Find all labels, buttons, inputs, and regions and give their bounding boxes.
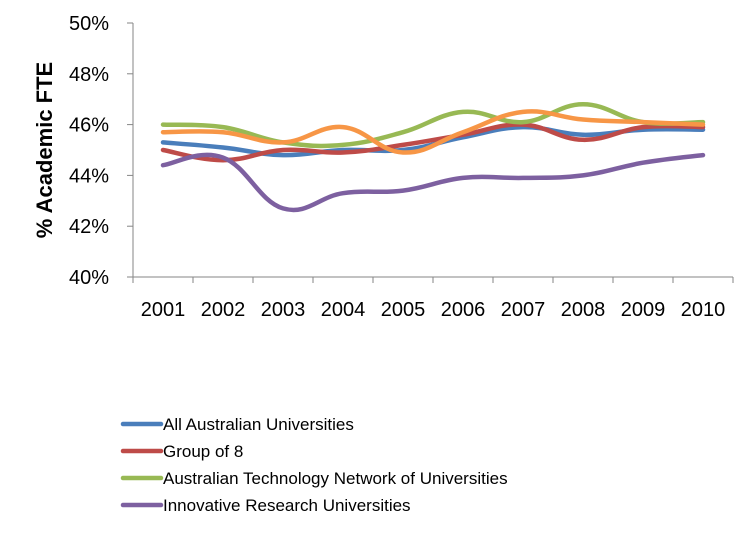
x-tick-label: 2009 (621, 299, 666, 321)
y-axis-title: % Academic FTE (32, 62, 57, 238)
x-tick-label: 2003 (261, 299, 306, 321)
x-tick-label: 2007 (501, 299, 546, 321)
x-tick-label: 2005 (381, 299, 426, 321)
y-tick-label: 42% (69, 216, 109, 238)
y-tick-labels: 40% 42% 44% 46% 48% 50% (69, 13, 109, 289)
x-tick-label: 2002 (201, 299, 246, 321)
x-tick-label: 2008 (561, 299, 606, 321)
x-tick-label: 2006 (441, 299, 486, 321)
y-tick-label: 40% (69, 267, 109, 289)
x-tick-label: 2004 (321, 299, 366, 321)
y-tick-label: 46% (69, 115, 109, 137)
series-line-3 (160, 102, 706, 149)
series-lines (160, 102, 706, 213)
x-tick-labels: 2001 2002 2003 2004 2005 2006 2007 2008 2009 2010 (141, 299, 726, 321)
series-line-4 (160, 152, 706, 213)
x-tick-label: 2010 (681, 299, 726, 321)
y-tick-label: 48% (69, 64, 109, 86)
legend: All Australian Universities Group of 8 Aus… (120, 415, 508, 515)
x-tick-label: 2001 (141, 299, 186, 321)
series-line-2 (160, 122, 706, 163)
y-tick-label: 50% (69, 13, 109, 35)
series-line-5 (160, 109, 706, 155)
legend-label: All Australian Universities (163, 415, 354, 434)
y-tick-label: 44% (69, 165, 109, 187)
legend-label: Australian Technology Network of Univers… (163, 469, 508, 488)
legend-label: Innovative Research Universities (163, 496, 411, 515)
legend-label: Group of 8 (163, 442, 243, 461)
plot-area (127, 22, 734, 283)
